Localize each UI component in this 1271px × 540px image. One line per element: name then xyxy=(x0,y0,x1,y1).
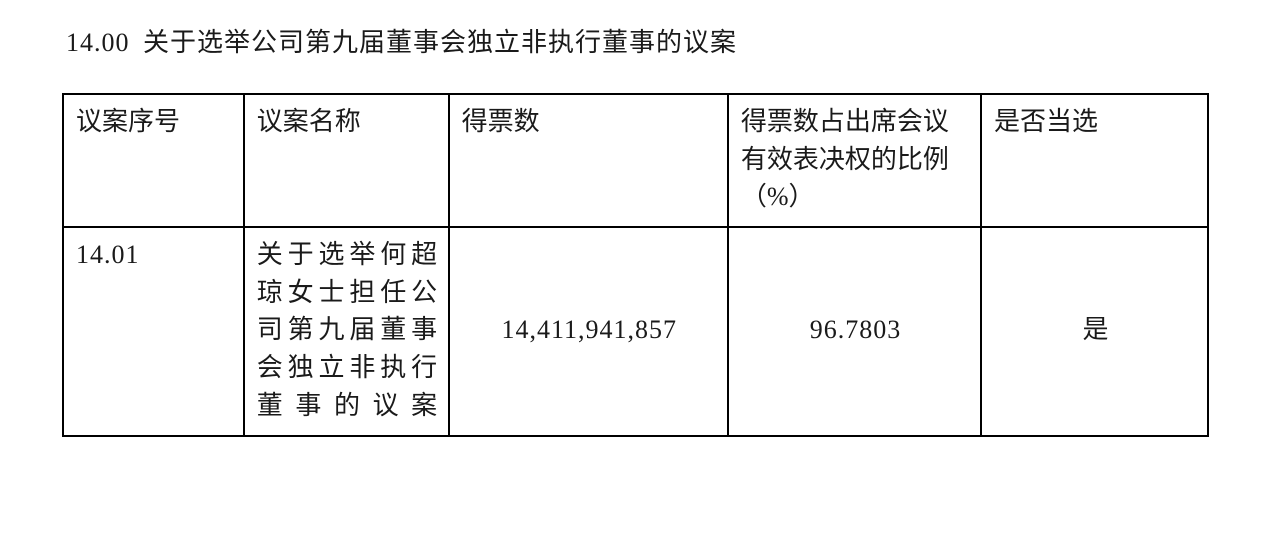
document-page: 14.00 关于选举公司第九届董事会独立非执行董事的议案 议案序号 议案名称 得… xyxy=(0,0,1271,437)
table-row: 14.01 关于选举何超琼女士担任公司第九届董事会独立非执行董事的议案 14,4… xyxy=(63,227,1208,435)
col-header-elected: 是否当选 xyxy=(981,94,1208,227)
col-header-name: 议案名称 xyxy=(244,94,449,227)
section-title: 关于选举公司第九届董事会独立非执行董事的议案 xyxy=(143,22,737,59)
section-number: 14.00 xyxy=(66,28,130,58)
section-heading: 14.00 关于选举公司第九届董事会独立非执行董事的议案 xyxy=(62,22,1209,59)
col-header-pct: 得票数占出席会议有效表决权的比例（%） xyxy=(728,94,981,227)
col-header-votes: 得票数 xyxy=(449,94,728,227)
cell-elected: 是 xyxy=(981,227,1208,435)
resolution-table: 议案序号 议案名称 得票数 得票数占出席会议有效表决权的比例（%） 是否当选 1… xyxy=(62,93,1209,437)
cell-pct: 96.7803 xyxy=(728,227,981,435)
cell-name: 关于选举何超琼女士担任公司第九届董事会独立非执行董事的议案 xyxy=(244,227,449,435)
col-header-number: 议案序号 xyxy=(63,94,244,227)
table-header-row: 议案序号 议案名称 得票数 得票数占出席会议有效表决权的比例（%） 是否当选 xyxy=(63,94,1208,227)
cell-number: 14.01 xyxy=(63,227,244,435)
cell-votes: 14,411,941,857 xyxy=(449,227,728,435)
